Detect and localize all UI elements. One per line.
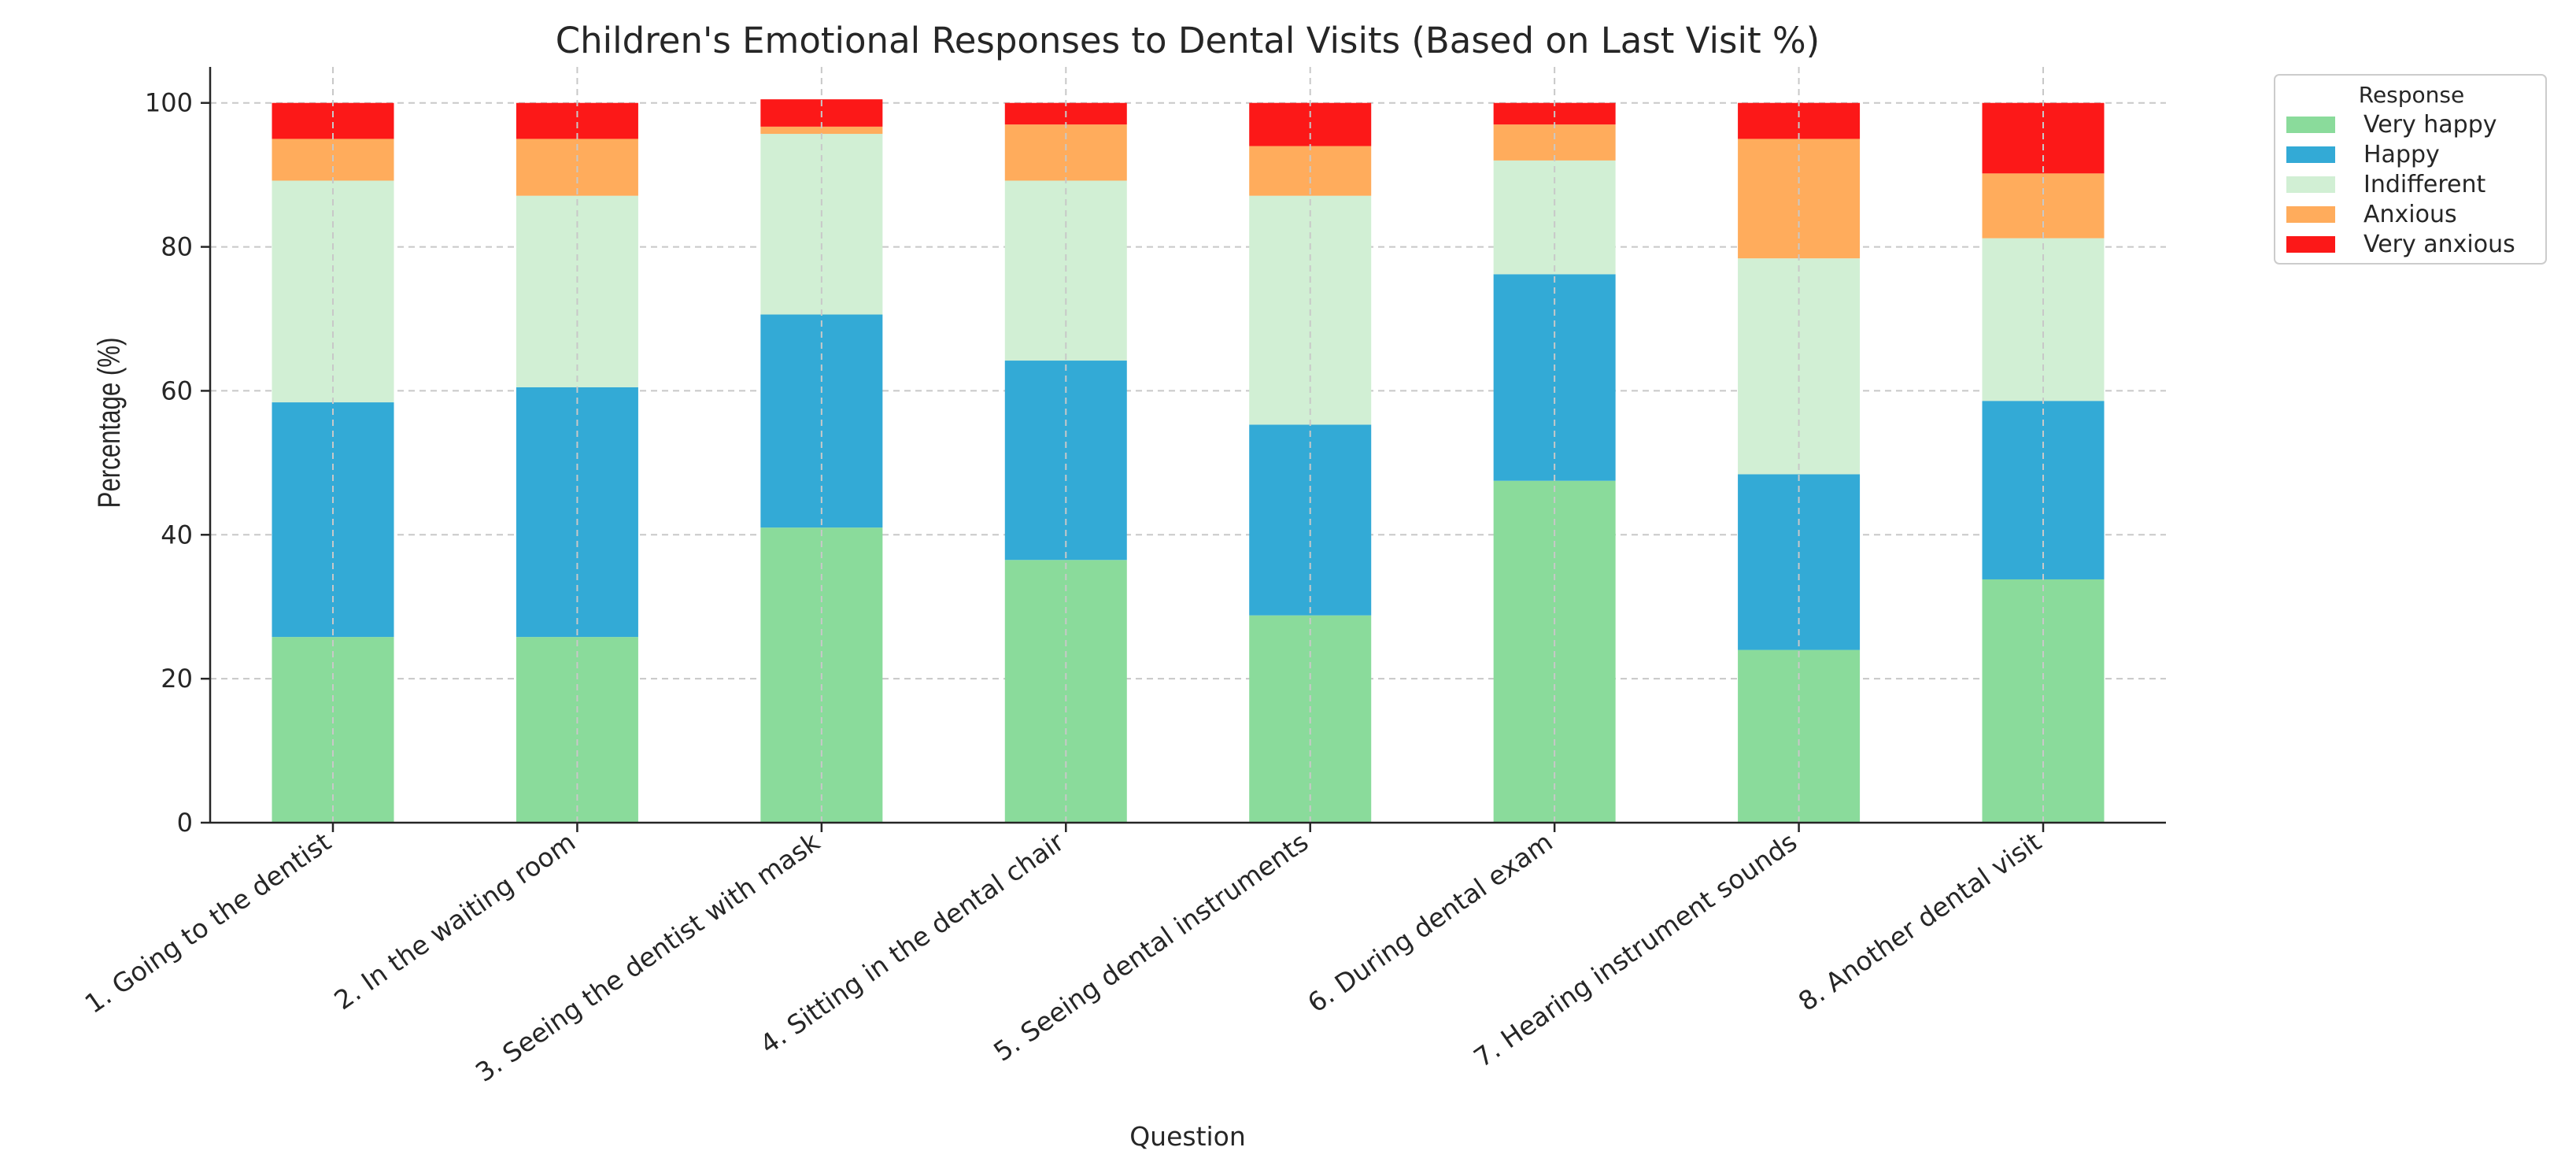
chart-title: Children's Emotional Responses to Dental… (556, 20, 1820, 61)
legend-label: Anxious (2363, 201, 2457, 228)
bar-segment-happy (1004, 361, 1127, 561)
y-ticks: 0 20 40 60 80 100 (145, 88, 210, 838)
bar-segment-anxious (1493, 124, 1616, 161)
legend-label: Indifferent (2363, 171, 2486, 198)
y-tick-label: 40 (161, 520, 193, 549)
legend-frame (2274, 74, 2547, 265)
vertical-grid (332, 67, 2044, 823)
legend-swatch (2286, 176, 2335, 193)
legend-label: Very anxious (2363, 231, 2515, 258)
bar-segment-very-anxious (516, 102, 638, 139)
y-tick-label: 100 (145, 88, 193, 118)
bar-segment-very-anxious (1738, 102, 1861, 139)
axes (209, 67, 2166, 824)
y-tick-label: 20 (161, 664, 193, 694)
legend-label: Happy (2363, 141, 2440, 168)
legend-swatch (2286, 146, 2335, 163)
x-axis-label: Question (1129, 1121, 1246, 1152)
y-tick-label: 60 (161, 376, 193, 405)
bars (272, 99, 2105, 823)
legend-swatch (2286, 236, 2335, 253)
legend-label: Very happy (2363, 111, 2497, 139)
y-tick-label: 80 (161, 232, 193, 262)
bar-segment-very-happy (1004, 560, 1127, 823)
legend-swatch (2286, 117, 2335, 133)
legend-title: Response (2359, 82, 2464, 108)
legend-swatch (2286, 206, 2335, 223)
bar-segment-anxious (760, 126, 883, 135)
bar-segment-very-anxious (272, 102, 394, 139)
y-axis-label: Percentage (%) (91, 338, 127, 509)
y-tick-label: 0 (177, 808, 193, 838)
